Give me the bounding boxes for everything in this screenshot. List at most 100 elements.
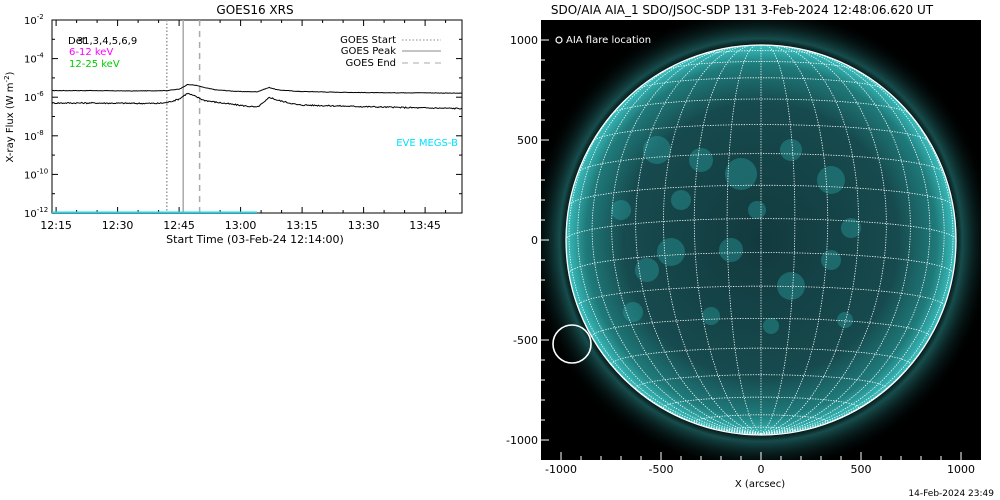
longitude-line <box>760 45 829 435</box>
latitude-line <box>577 285 945 307</box>
y-tick-label: 10-8 <box>24 129 44 143</box>
x-tick-label: 13:30 <box>348 219 380 232</box>
y-tick-label-base: 10 <box>24 132 37 143</box>
legend-label-goes-start: GOES Start <box>340 35 396 46</box>
aia-x-tick-label: 1000 <box>947 463 975 476</box>
aia-y-tick-label: -1000 <box>506 434 538 447</box>
footer-timestamp: 14-Feb-2024 23:49 <box>908 489 994 499</box>
latitude-line <box>566 218 956 241</box>
series-line-lower-channel <box>52 92 462 110</box>
latitude-line <box>611 347 911 365</box>
aia-y-tick-label: 0 <box>531 234 538 247</box>
latitude-line <box>577 153 945 173</box>
goes-event-lines <box>166 20 201 213</box>
active-region-glow <box>763 318 779 334</box>
active-region-glow <box>671 190 691 210</box>
active-region-glow <box>643 136 671 164</box>
aia-legend-marker-icon <box>555 36 563 44</box>
y-tick-label-base: 10 <box>24 209 37 220</box>
active-region-glow <box>777 272 805 300</box>
y-tick-label-exponent: -12 <box>37 206 48 214</box>
y-tick-label-base: 10 <box>24 170 37 181</box>
solar-limb-outline <box>565 44 957 436</box>
longitude-line <box>760 76 954 435</box>
active-region-glow <box>748 201 766 219</box>
active-region-glow <box>821 250 841 270</box>
aia-axis-ticks <box>541 39 962 460</box>
longitude-line <box>611 46 762 435</box>
aia-x-axis-label: X (arcsec) <box>735 479 785 490</box>
goes-band-label-high: 12-25 keV <box>69 59 120 70</box>
goes-x-tick-labels: 12:15 12:30 12:45 13:00 13:15 13:30 13:45 <box>40 219 441 232</box>
heliographic-grid <box>566 45 956 435</box>
legend-label-goes-end: GOES End <box>346 58 396 69</box>
latitude-line <box>568 252 954 274</box>
goes-band-label-low: 6-12 keV <box>69 47 113 58</box>
x-tick-label: 13:00 <box>225 219 257 232</box>
y-tick-label-exponent: -8 <box>37 129 44 137</box>
latitude-line <box>636 77 886 90</box>
active-region-glow <box>635 258 659 282</box>
aia-y-tick-labels: 1000 500 0 -500 -1000 <box>506 34 538 447</box>
goes-axis-ticks <box>52 19 462 214</box>
y-tick-label: 10-4 <box>24 52 44 66</box>
aia-flare-location-marker <box>552 324 592 364</box>
eve-megs-b-label: EVE MEGS-B <box>396 138 458 149</box>
y-tick-label-base: 10 <box>24 55 37 66</box>
active-region-glow <box>611 200 631 220</box>
solar-disk <box>566 45 956 435</box>
active-region-glow <box>689 148 713 172</box>
active-region-glow <box>725 158 757 190</box>
active-region-glow <box>702 307 720 325</box>
aia-y-tick-label: 500 <box>517 134 538 147</box>
series-line-upper-channel <box>52 83 462 94</box>
goes-y-axis-label: X-ray Flux (W m-2) <box>3 71 16 162</box>
aia-legend-label: AIA flare location <box>566 35 651 46</box>
goes-x-axis-label: Start Time (03-Feb-24 12:14:00) <box>166 233 344 246</box>
x-tick-label: 13:15 <box>286 219 318 232</box>
aia-x-tick-label: 500 <box>851 463 872 476</box>
active-region-glow <box>657 238 685 266</box>
aia-x-tick-labels: -1000 -500 0 500 1000 <box>545 463 975 476</box>
goes-detectors-list: 31,3,4,5,6,9 <box>77 36 137 47</box>
longitude-line <box>591 48 762 435</box>
x-tick-label: 12:15 <box>40 219 72 232</box>
latitude-line <box>612 98 910 115</box>
x-tick-label: 13:45 <box>409 219 441 232</box>
longitude-line <box>635 45 762 435</box>
aia-x-tick-label: -500 <box>649 463 674 476</box>
latitude-line <box>665 60 857 71</box>
longitude-line <box>568 76 762 435</box>
aia-chart-title: SDO/AIA AIA_1 SDO/JSOC-SDP 131 3-Feb-202… <box>551 3 934 17</box>
y-tick-label-exponent: -10 <box>37 167 48 175</box>
x-tick-label: 12:30 <box>102 219 134 232</box>
y-tick-label-exponent: -6 <box>37 90 45 98</box>
goes-detectors-prefix: Det <box>68 36 86 47</box>
goes-y-axis-label-main: X-ray Flux (W m <box>5 82 16 162</box>
goes-chart-title: GOES16 XRS <box>216 3 293 17</box>
y-tick-label-base: 10 <box>24 16 37 27</box>
active-region-glow <box>623 302 643 322</box>
active-region-glow <box>817 166 845 194</box>
longitude-line <box>663 45 762 435</box>
longitude-line <box>760 46 911 435</box>
longitude-line <box>760 48 931 435</box>
goes-plot-frame <box>51 19 463 214</box>
goes-y-axis-label-exponent: -2 <box>3 75 11 82</box>
aia-x-tick-label: 0 <box>758 463 765 476</box>
longitude-line <box>760 45 859 435</box>
x-tick-label: 12:45 <box>163 219 195 232</box>
longitude-line <box>760 45 887 435</box>
latitude-line <box>592 124 930 143</box>
goes-y-axis-label-close: ) <box>5 71 16 75</box>
active-region-glow <box>837 312 853 328</box>
latitude-line <box>726 426 796 432</box>
goes-series-lines <box>52 83 462 213</box>
active-region-glow <box>841 218 861 238</box>
legend-label-goes-peak: GOES Peak <box>341 46 396 57</box>
aia-y-tick-label: 1000 <box>510 34 538 47</box>
active-region-glow <box>780 139 802 161</box>
aia-image-panel: SDO/AIA AIA_1 SDO/JSOC-SDP 131 3-Feb-202… <box>506 3 981 490</box>
